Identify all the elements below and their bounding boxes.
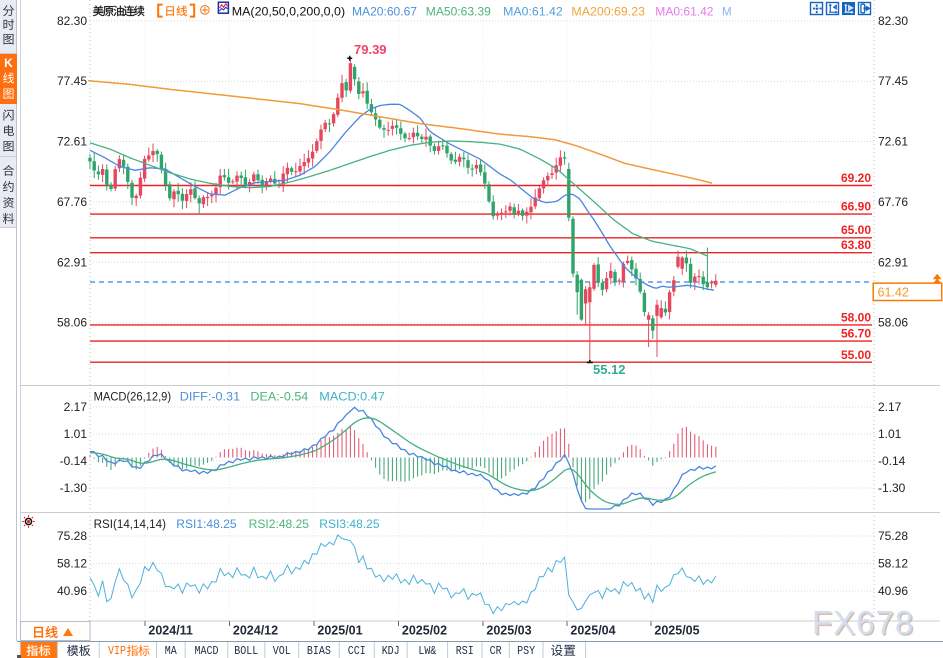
svg-text:RSI: RSI <box>456 645 474 658</box>
svg-text:58.12: 58.12 <box>57 557 87 571</box>
svg-text:75.28: 75.28 <box>57 529 87 543</box>
svg-text:FX678: FX678 <box>812 604 914 641</box>
svg-text:MACD: MACD <box>195 645 219 658</box>
svg-text:BOLL: BOLL <box>234 645 258 658</box>
svg-text:MA200:69.23: MA200:69.23 <box>571 7 645 19</box>
svg-text:1.01: 1.01 <box>64 427 88 441</box>
svg-text:75.28: 75.28 <box>878 529 908 543</box>
svg-text:CCI: CCI <box>348 645 366 658</box>
svg-text:MA50:63.39: MA50:63.39 <box>426 7 491 19</box>
svg-text:M: M <box>722 7 732 19</box>
svg-text:DIFF:-0.31: DIFF:-0.31 <box>180 392 240 404</box>
svg-text:LW&: LW& <box>418 645 436 658</box>
svg-text:BIAS: BIAS <box>307 645 331 658</box>
svg-text:DEA:-0.54: DEA:-0.54 <box>250 392 309 404</box>
svg-text:62.91: 62.91 <box>57 255 87 269</box>
svg-text:2.17: 2.17 <box>878 400 902 414</box>
svg-text:RSI(14,14,14): RSI(14,14,14) <box>94 519 167 531</box>
svg-text:2024/11: 2024/11 <box>148 624 193 638</box>
svg-text:MA20:60.67: MA20:60.67 <box>352 7 417 19</box>
svg-text:MACD(26,12,9): MACD(26,12,9) <box>94 392 172 404</box>
svg-text:72.61: 72.61 <box>878 135 908 149</box>
svg-text:MA0:61.42: MA0:61.42 <box>503 7 563 19</box>
svg-text:MA(20,50,0,200,0,0): MA(20,50,0,200,0,0) <box>232 5 345 19</box>
svg-text:58.00: 58.00 <box>841 310 871 324</box>
svg-text:77.45: 77.45 <box>57 74 87 88</box>
svg-text:67.76: 67.76 <box>57 195 87 209</box>
svg-text:58.06: 58.06 <box>57 316 87 330</box>
svg-text:KDJ: KDJ <box>382 645 400 658</box>
svg-text:55.00: 55.00 <box>841 348 871 362</box>
svg-text:77.45: 77.45 <box>878 74 908 88</box>
svg-text:55.12: 55.12 <box>593 362 626 377</box>
svg-text:2025/03: 2025/03 <box>486 624 531 638</box>
svg-text:61.42: 61.42 <box>878 286 909 300</box>
svg-text:K: K <box>4 56 13 70</box>
svg-text:66.90: 66.90 <box>841 200 871 214</box>
svg-text:2025/05: 2025/05 <box>654 624 699 638</box>
svg-text:1.01: 1.01 <box>878 427 902 441</box>
svg-text:82.30: 82.30 <box>57 14 87 28</box>
svg-text:67.76: 67.76 <box>878 195 908 209</box>
svg-text:82.30: 82.30 <box>878 14 908 28</box>
svg-text:CR: CR <box>490 645 502 658</box>
svg-text:79.39: 79.39 <box>354 42 387 57</box>
svg-text:56.70: 56.70 <box>841 327 871 341</box>
svg-text:RSI1:48.25: RSI1:48.25 <box>176 519 236 531</box>
svg-text:58.12: 58.12 <box>878 557 908 571</box>
svg-text:PSY: PSY <box>517 645 535 658</box>
svg-text:-0.14: -0.14 <box>878 454 906 468</box>
svg-text:FX678: FX678 <box>814 606 916 643</box>
svg-text:-1.30: -1.30 <box>878 481 906 495</box>
svg-text:40.96: 40.96 <box>878 584 908 598</box>
svg-text:2025/01: 2025/01 <box>317 624 362 638</box>
svg-text:MA: MA <box>165 645 177 658</box>
svg-text:MACD:0.47: MACD:0.47 <box>319 392 385 404</box>
svg-text:63.80: 63.80 <box>841 238 871 252</box>
svg-text:RSI2:48.25: RSI2:48.25 <box>249 519 309 531</box>
svg-text:-1.30: -1.30 <box>60 481 88 495</box>
svg-text:2025/04: 2025/04 <box>570 624 615 638</box>
svg-text:RSI3:48.25: RSI3:48.25 <box>319 519 379 531</box>
svg-text:2025/02: 2025/02 <box>402 624 447 638</box>
svg-text:-0.14: -0.14 <box>60 454 88 468</box>
svg-text:58.06: 58.06 <box>878 316 908 330</box>
svg-text:MA0:61.42: MA0:61.42 <box>655 7 713 19</box>
svg-text:72.61: 72.61 <box>57 135 87 149</box>
svg-text:62.91: 62.91 <box>878 255 908 269</box>
svg-text:2.17: 2.17 <box>64 400 88 414</box>
svg-text:69.20: 69.20 <box>841 171 871 185</box>
svg-text:VIP: VIP <box>108 645 126 658</box>
svg-text:40.96: 40.96 <box>57 584 87 598</box>
svg-text:VOL: VOL <box>273 645 291 658</box>
svg-text:65.00: 65.00 <box>841 223 871 237</box>
svg-text:2024/12: 2024/12 <box>233 624 278 638</box>
